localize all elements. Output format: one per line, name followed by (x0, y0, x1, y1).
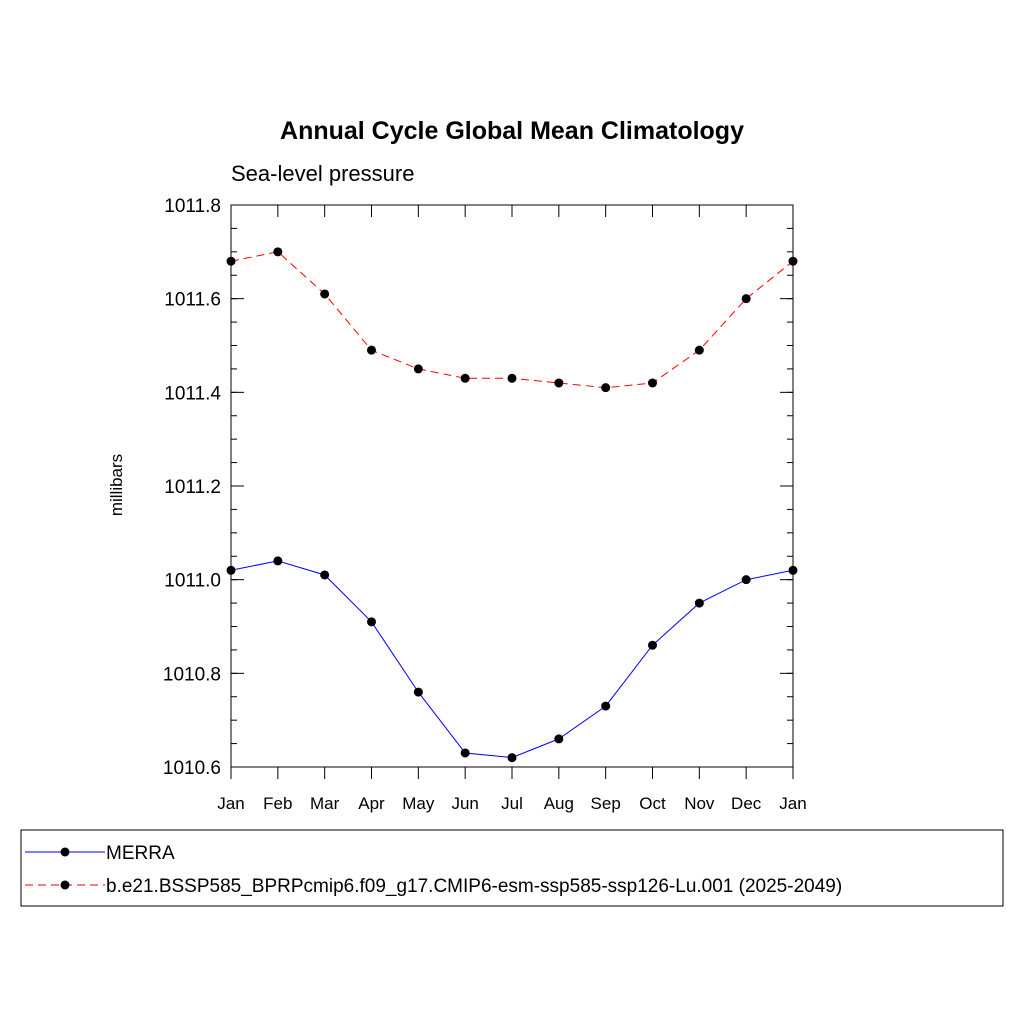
series-2-point (507, 373, 517, 383)
legend-label-merra: MERRA (106, 843, 175, 864)
series-2-point (788, 256, 798, 266)
x-tick-label: Apr (358, 794, 385, 813)
series-1-point (226, 565, 236, 575)
y-tick-label: 1011.6 (164, 290, 221, 311)
legend-box (20, 829, 1004, 907)
x-tick-label: Feb (263, 794, 292, 813)
x-tick-label: Nov (684, 794, 715, 813)
series-layer (226, 247, 798, 763)
series-1-point (507, 753, 517, 763)
series-1-point (413, 687, 423, 697)
x-tick-label: Dec (731, 794, 762, 813)
plot-frame (230, 204, 794, 768)
y-tick-label: 1011.2 (164, 477, 221, 498)
x-tick-label: Mar (310, 794, 340, 813)
series-1-point (601, 701, 611, 711)
x-tick-label: May (402, 794, 435, 813)
series-2-point (413, 364, 423, 374)
series-1-point (788, 565, 798, 575)
y-tick-label: 1011.4 (164, 383, 221, 404)
x-axis-ticks: Jan Feb Mar Apr May Jun Jul Aug Sep Oct Nov Dec Jan (217, 205, 807, 813)
series-2-point (273, 247, 283, 257)
chart-title: Annual Cycle Global Mean Climatology (280, 117, 744, 145)
series-1-point (554, 734, 564, 744)
y-tick-label: 1010.8 (163, 664, 221, 685)
legend-label-model: b.e21.BSSP585_BPRPcmip6.f09_g17.CMIP6-es… (106, 876, 842, 897)
legend-marker-model (60, 880, 70, 890)
x-tick-label: Sep (591, 794, 621, 813)
series-1-point (460, 748, 470, 758)
series-1-point (273, 556, 283, 566)
series-2-point (367, 345, 376, 355)
y-tick-label: 1011.8 (164, 196, 221, 217)
x-tick-label: Jan (779, 794, 806, 813)
series-2-point (694, 345, 704, 355)
legend: MERRA b.e21.BSSP585_BPRPcmip6.f09_g17.CM… (20, 829, 1004, 907)
series-2-point (320, 289, 330, 299)
series-1-point (741, 575, 751, 585)
y-tick-label: 1010.6 (163, 758, 221, 779)
x-tick-label: Jun (451, 794, 478, 813)
series-2-point (648, 378, 657, 388)
x-tick-label: Aug (544, 794, 574, 813)
legend-marker-merra (60, 847, 70, 857)
x-tick-label: Jan (217, 794, 244, 813)
series-2-point (601, 383, 611, 393)
series-2-point (554, 378, 564, 388)
series-line-2 (230, 251, 794, 389)
chart-subtitle: Sea-level pressure (231, 161, 414, 186)
y-axis-label: millibars (107, 454, 126, 516)
series-2-point (226, 256, 236, 266)
y-tick-label: 1011.0 (164, 571, 221, 592)
y-axis-ticks: 1010.6 1010.8 1011.0 1011.2 1011.4 1011.6 1011… (163, 196, 793, 779)
series-2-point (460, 373, 470, 383)
x-tick-label: Oct (639, 794, 666, 813)
series-1-point (367, 617, 376, 627)
series-1-point (694, 598, 704, 608)
series-1-point (320, 570, 330, 580)
series-2-point (741, 294, 751, 304)
series-line-1 (230, 560, 794, 759)
series-1-point (648, 640, 657, 650)
x-tick-label: Jul (501, 794, 523, 813)
